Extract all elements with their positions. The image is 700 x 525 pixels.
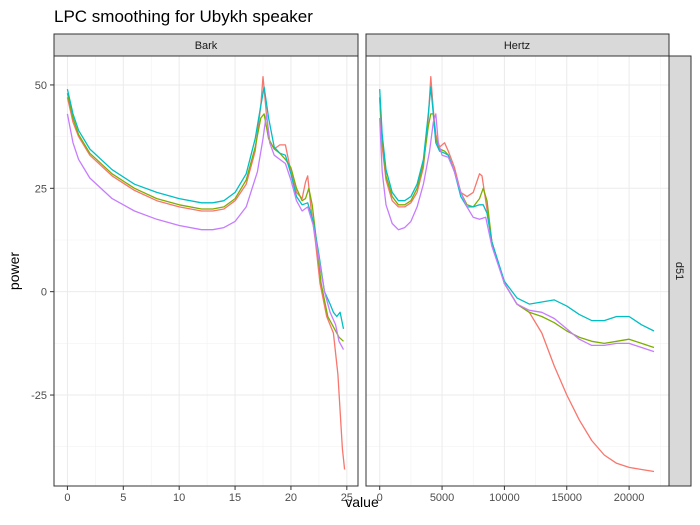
panel-border-bark bbox=[53, 55, 359, 487]
panel-hertz: Hertz 0 5000 10000 15000 20000 bbox=[365, 33, 670, 504]
x-tick-label: 10 bbox=[173, 492, 185, 504]
x-tick-label: 5000 bbox=[430, 492, 454, 504]
series-lines-bark bbox=[66, 76, 346, 470]
x-ticks-hertz: 0 5000 10000 15000 20000 bbox=[377, 486, 645, 504]
strip-label-bark: Bark bbox=[195, 40, 218, 52]
x-tick-label: 20000 bbox=[614, 492, 645, 504]
series-lines-hertz bbox=[379, 76, 655, 473]
chart-title: LPC smoothing for Ubykh speaker bbox=[54, 7, 313, 26]
y-tick-label: 50 bbox=[35, 80, 47, 92]
x-tick-label: 25 bbox=[341, 492, 353, 504]
plot-area-bark bbox=[54, 56, 358, 486]
row-strip-label: d51 bbox=[673, 262, 685, 280]
x-tick-label: 15000 bbox=[551, 492, 582, 504]
series-line-2 bbox=[379, 97, 655, 349]
y-ticks: 50 25 0 -25 bbox=[31, 80, 54, 402]
series-line-1 bbox=[379, 76, 655, 473]
plot-area-hertz bbox=[366, 56, 669, 486]
x-tick-label: 0 bbox=[377, 492, 383, 504]
x-ticks-bark: 0 5 10 15 20 25 bbox=[64, 486, 353, 504]
y-tick-label: 25 bbox=[35, 183, 47, 195]
y-tick-label: 0 bbox=[41, 287, 47, 299]
x-axis-title: value bbox=[345, 494, 379, 510]
x-tick-label: 20 bbox=[285, 492, 297, 504]
strip-label-hertz: Hertz bbox=[504, 40, 530, 52]
series-line-4 bbox=[66, 113, 345, 350]
x-tick-label: 5 bbox=[120, 492, 126, 504]
x-tick-label: 10000 bbox=[489, 492, 520, 504]
panel-bark: Bark 0 5 10 15 20 25 bbox=[53, 33, 359, 504]
x-tick-label: 0 bbox=[64, 492, 70, 504]
series-line-4 bbox=[379, 113, 655, 353]
x-tick-label: 15 bbox=[229, 492, 241, 504]
y-axis-title: power bbox=[6, 252, 22, 290]
y-tick-label: -25 bbox=[31, 390, 47, 402]
grid-bark bbox=[54, 56, 358, 486]
row-strip bbox=[668, 55, 692, 487]
